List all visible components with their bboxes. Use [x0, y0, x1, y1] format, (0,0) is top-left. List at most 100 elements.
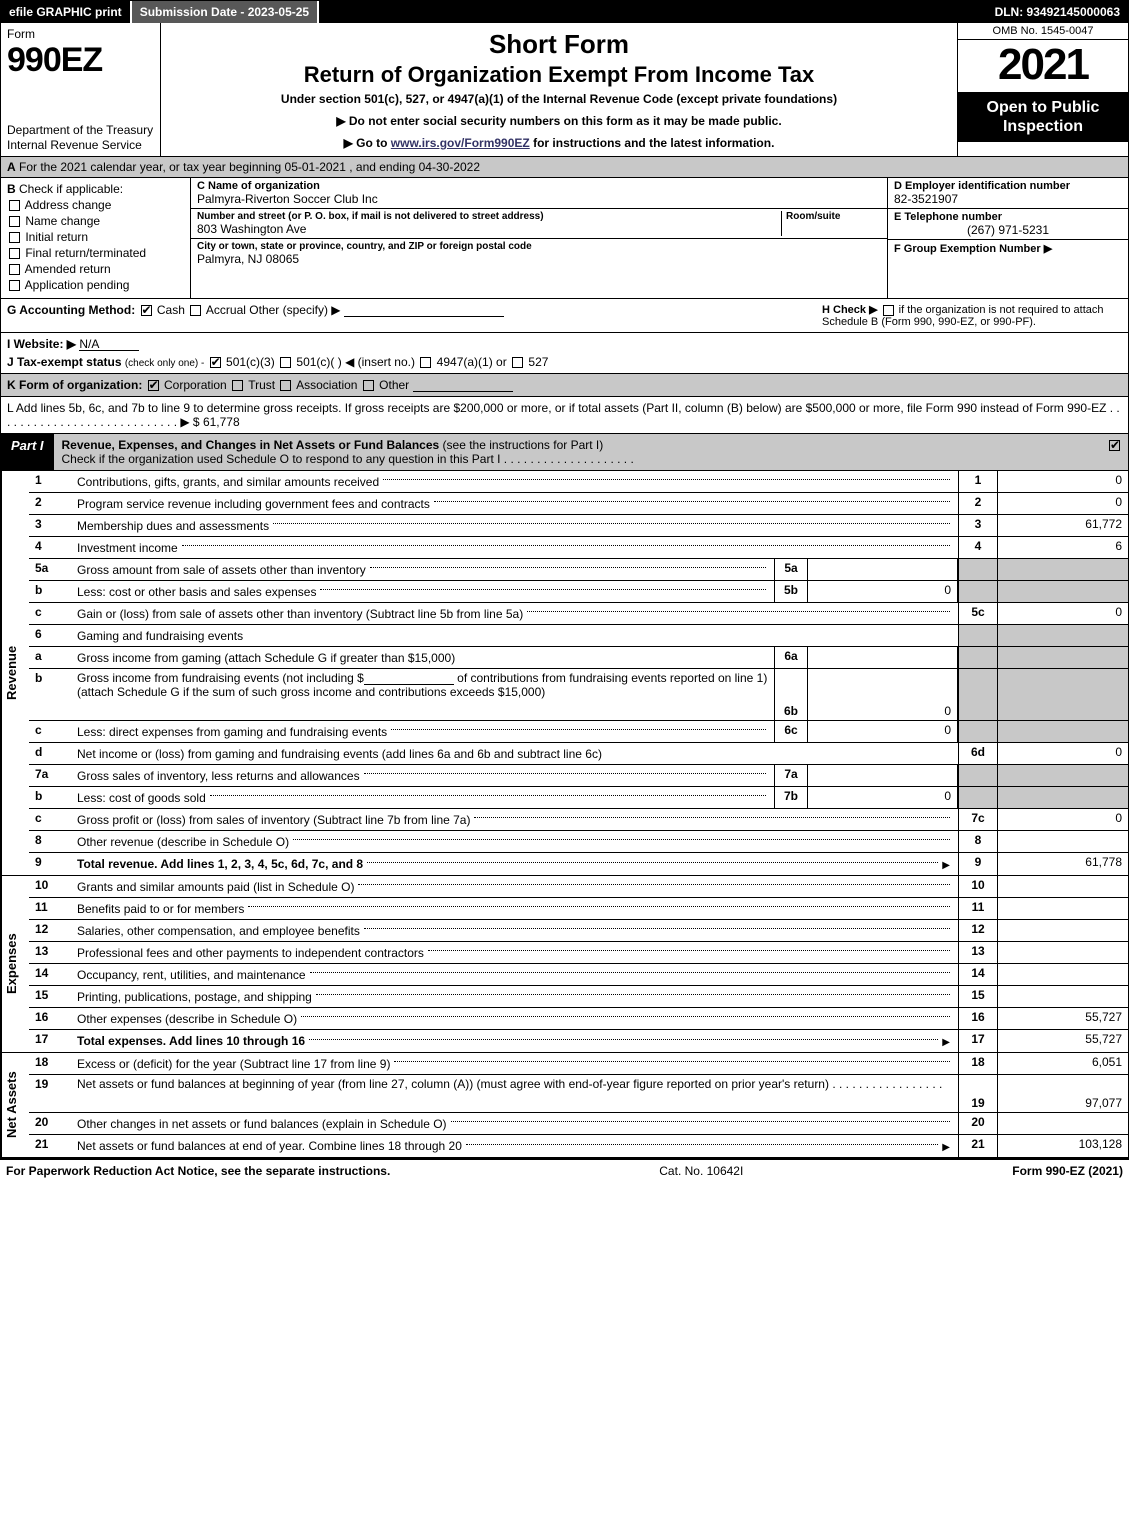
line-6c: cLess: direct expenses from gaming and f…: [29, 721, 1128, 743]
line-5b: bLess: cost or other basis and sales exp…: [29, 581, 1128, 603]
g-other: Other (specify) ▶: [249, 303, 340, 317]
line-6d: dNet income or (loss) from gaming and fu…: [29, 743, 1128, 765]
chk-trust[interactable]: [232, 380, 243, 391]
part-1-check[interactable]: [1101, 434, 1128, 470]
group-exemption-cell: F Group Exemption Number ▶: [888, 240, 1128, 298]
chk-address-change[interactable]: Address change: [7, 198, 184, 212]
g-label: G Accounting Method:: [7, 303, 135, 317]
chk-other[interactable]: [363, 380, 374, 391]
k-trust: Trust: [248, 378, 275, 392]
form-header: Form 990EZ Department of the Treasury In…: [1, 23, 1128, 157]
section-expenses: Expenses 10Grants and similar amounts pa…: [1, 876, 1128, 1053]
k-other: Other: [379, 378, 409, 392]
chk-h[interactable]: [883, 305, 894, 316]
part-1-tag: Part I: [1, 434, 54, 470]
ein: 82-3521907: [894, 192, 1122, 206]
subtitle: Under section 501(c), 527, or 4947(a)(1)…: [169, 92, 949, 106]
j-4947a1: 4947(a)(1) or: [437, 355, 507, 369]
line-10: 10Grants and similar amounts paid (list …: [29, 876, 1128, 898]
city: Palmyra, NJ 08065: [197, 252, 881, 266]
chk-accrual[interactable]: [190, 305, 201, 316]
chk-4947a1[interactable]: [420, 357, 431, 368]
k-other-input[interactable]: [413, 378, 513, 392]
section-net-assets: Net Assets 18Excess or (deficit) for the…: [1, 1053, 1128, 1159]
right-block: OMB No. 1545-0047 2021 Open to Public In…: [958, 23, 1128, 156]
chk-501c3[interactable]: [210, 357, 221, 368]
line-4: 4Investment income46: [29, 537, 1128, 559]
line-7b: bLess: cost of goods sold7b0: [29, 787, 1128, 809]
chk-name-change[interactable]: Name change: [7, 214, 184, 228]
irs-link[interactable]: www.irs.gov/Form990EZ: [391, 136, 530, 150]
net-asset-lines: 18Excess or (deficit) for the year (Subt…: [29, 1053, 1128, 1157]
l-text: L Add lines 5b, 6c, and 7b to line 9 to …: [7, 401, 1120, 429]
j-527: 527: [528, 355, 548, 369]
row-j: J Tax-exempt status (check only one) - 5…: [1, 351, 1128, 374]
dept-treasury: Department of the Treasury Internal Reve…: [7, 123, 154, 152]
row-i: I Website: ▶ N/A: [1, 333, 1128, 351]
submission-date: Submission Date - 2023-05-25: [132, 1, 319, 23]
line-1: 1Contributions, gifts, grants, and simil…: [29, 471, 1128, 493]
row-a-letter: A: [7, 160, 16, 174]
line-7a: 7aGross sales of inventory, less returns…: [29, 765, 1128, 787]
chk-527[interactable]: [512, 357, 523, 368]
street-cell: Number and street (or P. O. box, if mail…: [191, 209, 887, 239]
form-id-block: Form 990EZ Department of the Treasury In…: [1, 23, 161, 156]
section-revenue: Revenue 1Contributions, gifts, grants, a…: [1, 471, 1128, 876]
g-cash: Cash: [157, 303, 185, 317]
line-6b-amount[interactable]: [364, 671, 454, 685]
line-17: 17Total expenses. Add lines 10 through 1…: [29, 1030, 1128, 1052]
sidelabel-expenses: Expenses: [1, 876, 29, 1052]
revenue-lines: 1Contributions, gifts, grants, and simil…: [29, 471, 1128, 875]
tel-label: E Telephone number: [894, 211, 1122, 223]
line-2: 2Program service revenue including gover…: [29, 493, 1128, 515]
open-public: Open to Public Inspection: [958, 92, 1128, 142]
line-13: 13Professional fees and other payments t…: [29, 942, 1128, 964]
bcdef-block: B Check if applicable: Address change Na…: [1, 178, 1128, 299]
line-8: 8Other revenue (describe in Schedule O)8: [29, 831, 1128, 853]
chk-app-pending[interactable]: Application pending: [7, 278, 184, 292]
chk-corp[interactable]: [148, 380, 159, 391]
ein-cell: D Employer identification number 82-3521…: [888, 178, 1128, 209]
col-b: B Check if applicable: Address change Na…: [1, 178, 191, 298]
line-11: 11Benefits paid to or for members11: [29, 898, 1128, 920]
efile-print[interactable]: efile GRAPHIC print: [1, 1, 132, 23]
chk-initial-return[interactable]: Initial return: [7, 230, 184, 244]
line-12: 12Salaries, other compensation, and empl…: [29, 920, 1128, 942]
k-label: K Form of organization:: [7, 378, 142, 392]
line-7c: cGross profit or (loss) from sales of in…: [29, 809, 1128, 831]
row-k: K Form of organization: Corporation Trus…: [1, 374, 1128, 397]
title-return-exempt: Return of Organization Exempt From Incom…: [169, 62, 949, 88]
sidelabel-revenue: Revenue: [1, 471, 29, 875]
part-1-check-line: Check if the organization used Schedule …: [62, 452, 501, 466]
chk-cash[interactable]: [141, 305, 152, 316]
group-exemption-label: F Group Exemption Number ▶: [894, 242, 1122, 255]
part-1-header: Part I Revenue, Expenses, and Changes in…: [1, 434, 1128, 471]
b-label: Check if applicable:: [19, 182, 123, 196]
line-14: 14Occupancy, rent, utilities, and mainte…: [29, 964, 1128, 986]
tax-year: 2021: [958, 40, 1128, 92]
org-name-cell: C Name of organization Palmyra-Riverton …: [191, 178, 887, 209]
chk-final-return[interactable]: Final return/terminated: [7, 246, 184, 260]
page-footer: For Paperwork Reduction Act Notice, see …: [0, 1160, 1129, 1182]
chk-assoc[interactable]: [280, 380, 291, 391]
website-value: N/A: [79, 337, 139, 351]
tel: (267) 971-5231: [894, 223, 1122, 237]
line-3: 3Membership dues and assessments361,772: [29, 515, 1128, 537]
line-18: 18Excess or (deficit) for the year (Subt…: [29, 1053, 1128, 1075]
row-h: H Check ▶ if the organization is not req…: [822, 303, 1122, 328]
footer-right: Form 990-EZ (2021): [1012, 1164, 1123, 1178]
top-bar: efile GRAPHIC print Submission Date - 20…: [1, 1, 1128, 23]
form-word: Form: [7, 27, 154, 41]
chk-501c[interactable]: [280, 357, 291, 368]
line-5a: 5aGross amount from sale of assets other…: [29, 559, 1128, 581]
ein-label: D Employer identification number: [894, 180, 1122, 192]
org-name: Palmyra-Riverton Soccer Club Inc: [197, 192, 881, 206]
line-6b: bGross income from fundraising events (n…: [29, 669, 1128, 721]
g-other-input[interactable]: [344, 303, 504, 317]
col-c: C Name of organization Palmyra-Riverton …: [191, 178, 888, 298]
part-1-title-text: Revenue, Expenses, and Changes in Net As…: [62, 438, 440, 452]
i-label: I Website: ▶: [7, 337, 76, 351]
dln: DLN: 93492145000063: [987, 1, 1128, 23]
org-name-label: C Name of organization: [197, 180, 881, 192]
chk-amended[interactable]: Amended return: [7, 262, 184, 276]
